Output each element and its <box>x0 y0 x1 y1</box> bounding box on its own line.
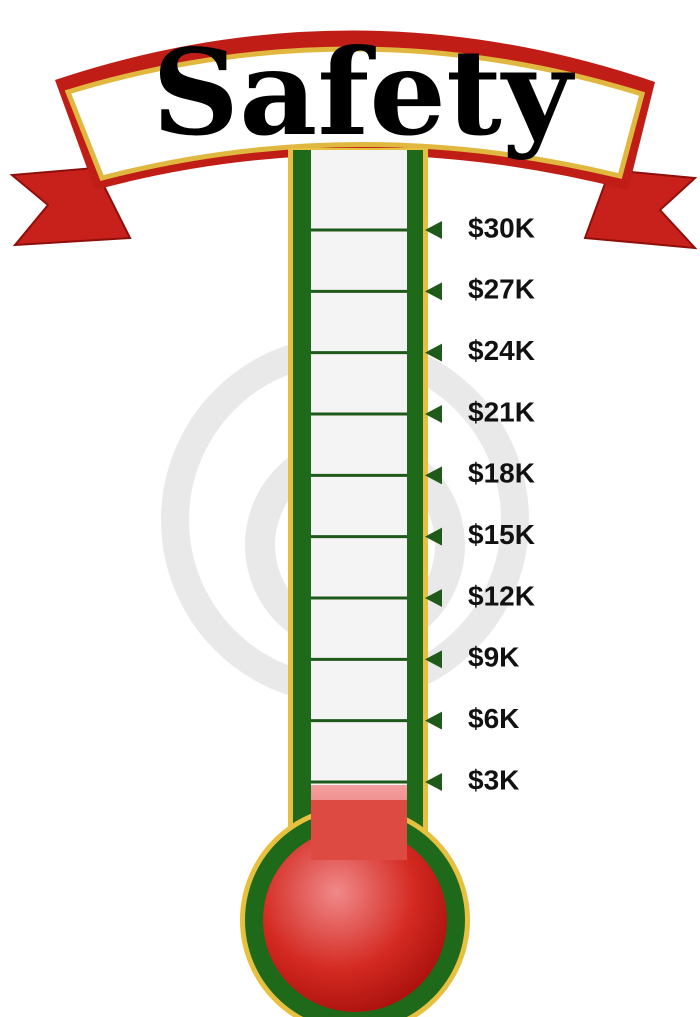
bulb-neck <box>311 800 407 860</box>
thermometer-graphic: Safety $30K $27K $24K $21K $18K $15K $12K $9K $6… <box>0 0 700 1017</box>
scale-label: $15K <box>468 519 535 550</box>
scale-label: $9K <box>468 642 519 673</box>
scale-label: $21K <box>468 396 535 427</box>
scale-label: $24K <box>468 335 535 366</box>
banner-title: Safety <box>152 23 576 162</box>
scale-label: $3K <box>468 764 519 795</box>
scale-label: $6K <box>468 703 519 734</box>
scale-label: $18K <box>468 458 535 489</box>
scale-label: $12K <box>468 580 535 611</box>
scale-label: $27K <box>468 274 535 305</box>
scale-label: $30K <box>468 212 535 243</box>
tube-inner <box>311 150 407 870</box>
